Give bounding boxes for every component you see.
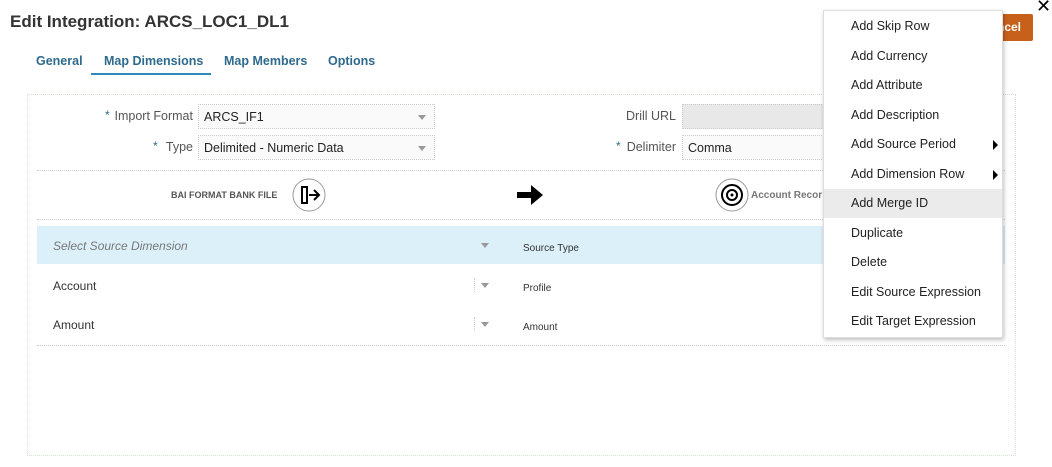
source-system-label: BAI FORMAT BANK FILE (171, 190, 278, 200)
menu-item-label: Add Currency (851, 48, 928, 63)
menu-item-label: Add Description (851, 107, 940, 122)
menu-item-edit-target-expression[interactable]: Edit Target Expression (824, 307, 1002, 336)
chevron-down-icon (418, 115, 426, 120)
menu-item-label: Add Dimension Row (851, 166, 965, 181)
map-dimensions-panel (27, 94, 1016, 456)
required-mark: * (616, 139, 621, 153)
source-system-icon (292, 178, 326, 212)
chevron-down-icon[interactable] (481, 283, 489, 288)
dimension-cell[interactable]: Amount (53, 318, 95, 332)
menu-item-label: Add Merge ID (851, 196, 929, 210)
menu-item-add-merge-id[interactable]: Add Merge ID (824, 189, 1002, 218)
submenu-arrow-icon (993, 169, 998, 180)
type-label: Type (165, 140, 193, 154)
menu-item-duplicate[interactable]: Duplicate (824, 219, 1002, 248)
menu-item-label: Add Skip Row (851, 19, 930, 33)
target-application-label: Account Recor (751, 190, 823, 201)
menu-item-label: Duplicate (851, 225, 904, 240)
dimension-cell[interactable]: Account (53, 279, 97, 293)
page-title: Edit Integration: ARCS_LOC1_DL1 (10, 12, 289, 31)
source-dimension-placeholder[interactable]: Select Source Dimension (53, 239, 188, 253)
menu-item-add-source-period[interactable]: Add Source Period (824, 130, 1002, 159)
tab-options[interactable]: Options (328, 54, 376, 68)
tab-map-dimensions[interactable]: Map Dimensions (104, 54, 204, 68)
required-mark: * (153, 139, 158, 153)
divider (474, 278, 475, 292)
menu-item-label: Delete (851, 255, 888, 269)
import-format-select[interactable]: ARCS_IF1 (198, 104, 435, 129)
drill-url-label: Drill URL (626, 109, 676, 123)
divider (37, 219, 1005, 220)
menu-item-label: Edit Source Expression (851, 284, 981, 299)
menu-item-add-attribute[interactable]: Add Attribute (824, 71, 1002, 100)
type-value: Delimited - Numeric Data (204, 141, 344, 155)
target-icon (715, 178, 749, 212)
chevron-down-icon[interactable] (481, 243, 489, 248)
menu-item-label: Edit Target Expression (851, 314, 976, 328)
drill-url-input[interactable] (682, 104, 842, 129)
source-type-cell: Amount (523, 322, 558, 333)
source-type-header: Source Type (523, 243, 579, 254)
source-type-cell: Profile (523, 283, 552, 294)
menu-item-delete[interactable]: Delete (824, 248, 1002, 277)
menu-item-edit-source-expression[interactable]: Edit Source Expression (824, 278, 1002, 307)
menu-item-add-skip-row[interactable]: Add Skip Row (824, 12, 1002, 41)
menu-item-add-dimension-row[interactable]: Add Dimension Row (824, 160, 1002, 189)
import-format-label: Import Format (114, 109, 194, 123)
required-mark: * (105, 108, 110, 122)
type-select[interactable]: Delimited - Numeric Data (198, 135, 435, 160)
import-format-value: ARCS_IF1 (204, 110, 264, 124)
submenu-arrow-icon (993, 140, 998, 150)
context-menu: Add Skip Row Add Currency Add Attribute Add… (823, 10, 1003, 338)
chevron-down-icon[interactable] (481, 322, 489, 327)
delimiter-select[interactable]: Comma (682, 135, 842, 160)
menu-item-add-currency[interactable]: Add Currency (824, 42, 1002, 71)
arrow-right-icon (517, 185, 543, 205)
tab-general[interactable]: General (36, 54, 83, 68)
divider (474, 317, 475, 331)
menu-item-label: Add Attribute (851, 78, 923, 92)
menu-item-add-description[interactable]: Add Description (824, 101, 1002, 130)
chevron-down-icon (418, 146, 426, 151)
delimiter-label: Delimiter (626, 140, 676, 154)
menu-item-label: Add Source Period (851, 137, 956, 151)
divider (37, 345, 1005, 346)
tab-map-members[interactable]: Map Members (224, 54, 308, 68)
divider (37, 170, 1005, 171)
close-icon[interactable]: ✕ (1036, 0, 1052, 16)
active-tab-indicator (91, 73, 211, 75)
